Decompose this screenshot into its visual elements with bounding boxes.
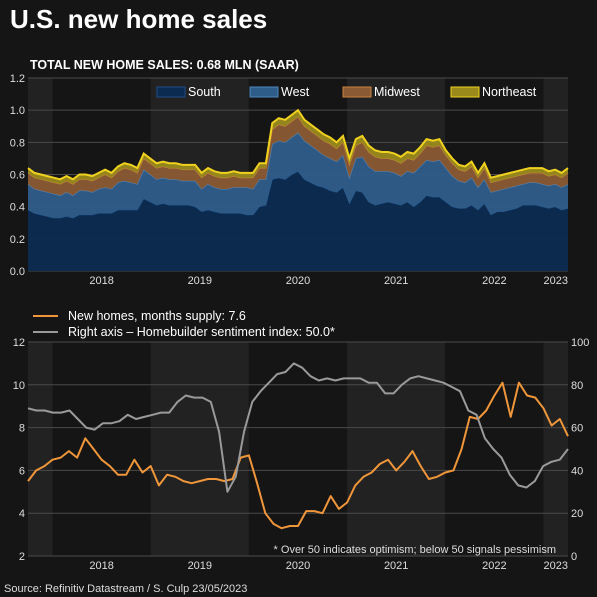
left-y-tick-label: 8	[19, 423, 25, 435]
right-y-tick-label: 40	[571, 465, 583, 477]
x-tick-label: 2019	[188, 560, 212, 572]
year-band	[28, 342, 53, 556]
bottom-chart-left-axis: 2 4 6 8 10 12	[13, 337, 25, 563]
sentiment-index-line	[27, 362, 569, 493]
left-y-tick-label: 10	[13, 380, 25, 392]
area-midwest	[28, 116, 568, 196]
top-chart-x-axis: 2018 2019 2020 2021 2022 2023	[89, 275, 568, 287]
y-tick-label: 0.0	[10, 266, 25, 278]
x-tick-label: 2021	[384, 560, 408, 572]
bottom-chart-legend: New homes, months supply: 7.6 Right axis …	[33, 309, 335, 339]
top-chart-legend: South West Midwest Northeast	[156, 85, 537, 99]
legend-swatch	[156, 86, 186, 98]
right-y-tick-label: 80	[571, 380, 583, 392]
legend-swatch	[342, 86, 372, 98]
y-tick-label: 1.0	[10, 105, 25, 117]
bottom-chart-x-axis: 2018 2019 2020 2021 2022 2023	[89, 560, 568, 572]
year-band	[543, 342, 568, 556]
year-band	[150, 342, 249, 556]
year-band	[347, 342, 446, 556]
x-tick-label: 2023	[543, 275, 567, 287]
legend-label: New homes, months supply: 7.6	[68, 309, 246, 323]
bottom-chart-right-axis: 0 20 40 60 80 100	[571, 337, 589, 563]
x-tick-label: 2021	[384, 275, 408, 287]
right-y-tick-label: 100	[571, 337, 589, 349]
year-band	[248, 342, 348, 556]
y-tick-label: 0.2	[10, 234, 25, 246]
bottom-chart-gridlines	[28, 341, 568, 557]
area-northeast	[28, 110, 568, 185]
source-credit: Source: Refinitiv Datastream / S. Culp 2…	[4, 583, 248, 595]
x-tick-label: 2022	[482, 275, 506, 287]
top-chart-y-axis: 0.0 0.2 0.4 0.6 0.8 1.0 1.2	[10, 73, 25, 278]
left-y-tick-label: 4	[19, 508, 25, 520]
x-tick-label: 2020	[286, 560, 310, 572]
left-y-tick-label: 2	[19, 551, 25, 563]
legend-label: Midwest	[374, 85, 420, 99]
legend-label: Northeast	[482, 85, 537, 99]
legend-swatch	[450, 86, 480, 98]
x-tick-label: 2023	[543, 560, 567, 572]
legend-label: West	[281, 85, 310, 99]
bottom-chart-note: * Over 50 indicates optimism; below 50 s…	[274, 544, 556, 556]
area-south	[28, 171, 568, 271]
left-y-tick-label: 6	[19, 465, 25, 477]
legend-label: South	[188, 85, 221, 99]
left-y-tick-label: 12	[13, 337, 25, 349]
x-tick-label: 2020	[286, 275, 310, 287]
chart-title: U.S. new home sales	[10, 4, 268, 34]
legend-swatch	[249, 86, 279, 98]
area-edge-northeast	[27, 108, 569, 181]
x-tick-label: 2018	[89, 275, 113, 287]
top-chart-subtitle: TOTAL NEW HOME SALES: 0.68 MLN (SAAR)	[30, 58, 299, 72]
area-west	[28, 132, 568, 218]
bottom-chart-lines	[27, 362, 569, 530]
y-tick-label: 0.8	[10, 137, 25, 149]
right-y-tick-label: 60	[571, 423, 583, 435]
top-chart-stacked-areas	[27, 108, 569, 271]
y-tick-label: 1.2	[10, 73, 25, 85]
year-band	[52, 342, 151, 556]
right-y-tick-label: 0	[571, 551, 577, 563]
x-tick-label: 2018	[89, 560, 113, 572]
y-tick-label: 0.4	[10, 202, 25, 214]
y-tick-label: 0.6	[10, 170, 25, 182]
legend-label: Right axis – Homebuilder sentiment index…	[68, 325, 335, 339]
right-y-tick-label: 20	[571, 508, 583, 520]
x-tick-label: 2019	[188, 275, 212, 287]
x-tick-label: 2022	[482, 560, 506, 572]
bottom-chart-year-bands	[28, 342, 568, 556]
